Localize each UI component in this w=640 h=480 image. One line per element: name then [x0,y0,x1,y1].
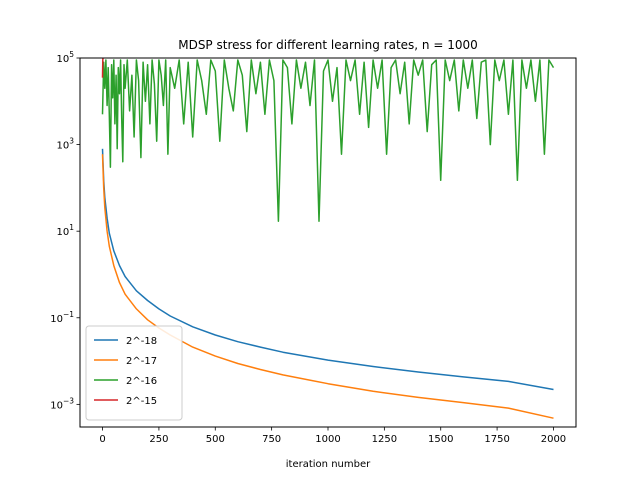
y-tick-label-4: 105 [56,50,74,65]
y-tick-label-1: 10−1 [50,310,74,325]
chart-title: MDSP stress for different learning rates… [178,38,478,52]
y-axis: 10−3 10−1 101 103 105 [50,50,80,411]
x-axis-label: iteration number [286,459,371,470]
x-tick-label-5: 1250 [372,434,397,445]
legend-label-2: 2^-16 [126,376,157,387]
x-tick-label-2: 500 [206,434,225,445]
legend-label-0: 2^-18 [126,336,157,347]
x-tick-label-6: 1500 [428,434,453,445]
x-tick-label-0: 0 [99,434,105,445]
legend-box [85,325,183,421]
y-tick-label-3: 103 [56,137,74,152]
x-tick-label-1: 250 [149,434,168,445]
y-tick-label-2: 101 [56,223,74,238]
series-line-2 [101,59,555,222]
y-tick-label-0: 10−3 [50,396,74,411]
x-tick-label-3: 750 [262,434,281,445]
legend-label-3: 2^-15 [126,396,157,407]
series-line-3 [101,58,105,78]
x-tick-label-8: 2000 [541,434,566,445]
legend-label-1: 2^-17 [126,356,157,367]
x-tick-label-7: 1750 [484,434,509,445]
series-line-0 [101,148,554,391]
x-axis: 0 250 500 750 1000 1250 1500 1750 2000 [99,427,566,445]
x-tick-label-4: 1000 [315,434,340,445]
legend: 2^-18 2^-17 2^-16 2^-15 [85,325,183,421]
